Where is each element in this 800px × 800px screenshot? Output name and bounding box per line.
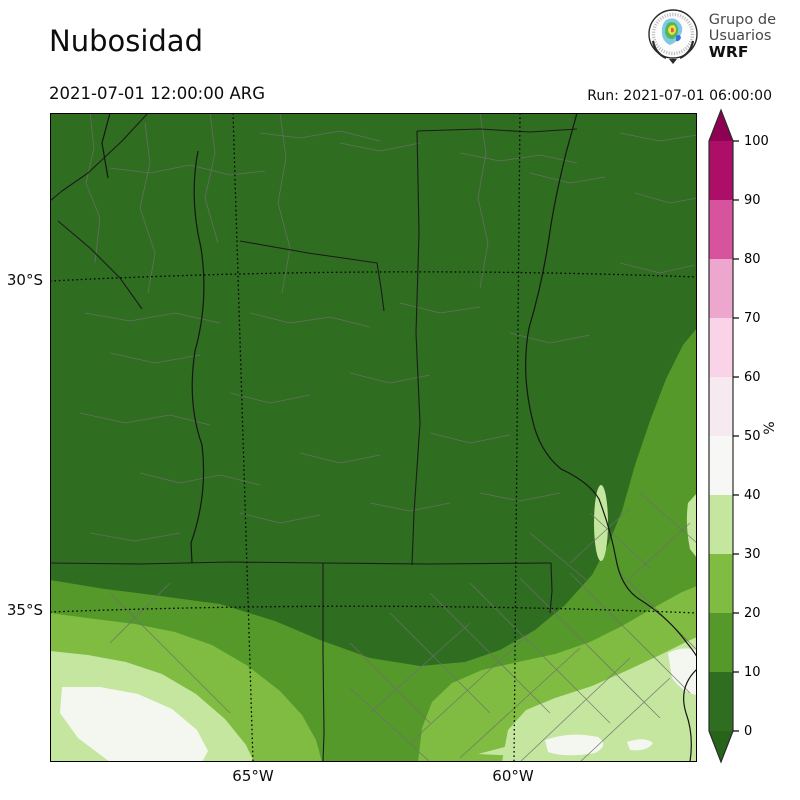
colorbar: 0 10 20 30 40 50 60 70 80 90 100 bbox=[708, 108, 769, 764]
colorbar-tick-label: 80 bbox=[744, 252, 761, 267]
colorbar-tick-label: 0 bbox=[744, 724, 752, 739]
colorbar-tick-label: 60 bbox=[744, 370, 761, 385]
colorbar-tick-label: 100 bbox=[744, 134, 769, 149]
gridline-30s bbox=[50, 271, 697, 282]
weather-map bbox=[50, 113, 697, 762]
rivers bbox=[101, 113, 697, 762]
run-time-label: Run: 2021-07-01 06:00:00 bbox=[587, 88, 772, 104]
department-borders bbox=[79, 113, 697, 762]
colorbar-tick-label: 70 bbox=[744, 311, 761, 326]
cloud-band-40-50 bbox=[60, 648, 697, 762]
colorbar-segments bbox=[709, 110, 733, 762]
colorbar-tick-label: 30 bbox=[744, 547, 761, 562]
province-borders bbox=[50, 113, 578, 762]
valid-time-label: 2021-07-01 12:00:00 ARG bbox=[49, 84, 266, 103]
map-frame bbox=[50, 113, 697, 762]
logo-line-3: WRF bbox=[708, 43, 749, 62]
logo-line-2: Usuarios bbox=[708, 28, 772, 45]
colorbar-unit-label: % bbox=[759, 421, 776, 435]
colorbar-tick-label: 40 bbox=[744, 488, 761, 503]
colorbar-tick-labels: 0 10 20 30 40 50 60 70 80 90 100 bbox=[744, 134, 769, 739]
colorbar-tick-label: 20 bbox=[744, 606, 761, 621]
lat-label-30s: 30°S bbox=[6, 271, 43, 289]
page-title: Nubosidad bbox=[49, 24, 203, 58]
lon-label-60w: 60°W bbox=[492, 767, 534, 785]
logo-text: Grupo de Usuarios WRF bbox=[709, 8, 776, 62]
wrf-users-group-logo: Grupo de Usuarios WRF bbox=[646, 8, 776, 64]
colorbar-tick-label: 10 bbox=[744, 665, 761, 680]
logo-emblem-icon bbox=[648, 9, 698, 64]
colorbar-tick-label: 90 bbox=[744, 193, 761, 208]
gridline-35s bbox=[50, 605, 697, 614]
colorbar-ticks bbox=[733, 140, 739, 732]
graticule bbox=[50, 113, 697, 762]
lon-label-65w: 65°W bbox=[232, 767, 274, 785]
lat-label-35s: 35°S bbox=[6, 601, 43, 619]
colorbar-tick-label: 50 bbox=[744, 429, 761, 444]
logo-line-1: Grupo de bbox=[708, 12, 776, 28]
